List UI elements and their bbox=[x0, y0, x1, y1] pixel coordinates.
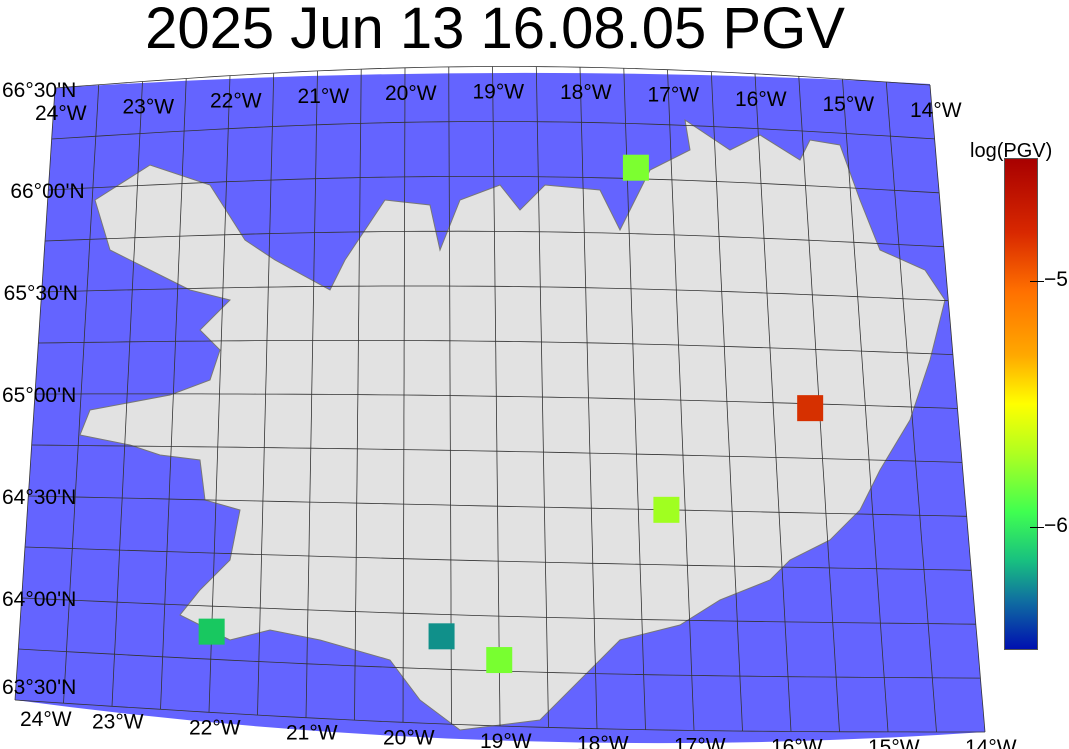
colorbar-tick bbox=[1030, 527, 1044, 528]
lat-label: 63°30'N bbox=[2, 676, 76, 699]
parallel-line bbox=[31, 444, 963, 463]
lon-label-top: 24°W bbox=[35, 102, 87, 125]
map-title: 2025 Jun 13 16.08.05 PGV bbox=[145, 0, 845, 61]
lon-label-top: 22°W bbox=[210, 90, 262, 113]
lon-label-top: 15°W bbox=[823, 93, 875, 116]
parallel-line bbox=[21, 597, 976, 625]
parallel-line bbox=[14, 699, 985, 733]
parallel-line bbox=[28, 495, 967, 517]
graticule-labels: 24°W 23°W 22°W 21°W 20°W 19°W 18°W 17°W 16°W 15°W… bbox=[2, 79, 1017, 749]
lon-label-bottom: 19°W bbox=[480, 730, 532, 749]
iceland-land bbox=[79, 118, 946, 731]
station-marker bbox=[797, 395, 824, 422]
lat-label: 65°00'N bbox=[2, 384, 76, 407]
station-marker bbox=[428, 623, 455, 650]
stations bbox=[198, 154, 824, 674]
lon-label-top: 20°W bbox=[385, 82, 437, 105]
lon-label-bottom: 16°W bbox=[771, 735, 823, 749]
station-marker bbox=[622, 154, 649, 181]
lon-label-bottom: 17°W bbox=[674, 734, 726, 749]
colorbar-tick-label: −6 bbox=[1044, 514, 1068, 537]
station-marker bbox=[486, 647, 513, 674]
lon-label-top: 14°W bbox=[910, 99, 962, 122]
graticule bbox=[14, 66, 986, 733]
parallel-line bbox=[38, 340, 953, 355]
lon-label-top: 18°W bbox=[560, 81, 612, 104]
parallel-line bbox=[54, 66, 931, 89]
lat-label: 66°30'N bbox=[2, 79, 76, 102]
lon-label-bottom: 21°W bbox=[286, 722, 338, 745]
colorbar-tick-label: −5 bbox=[1044, 268, 1068, 291]
colorbar bbox=[1004, 158, 1038, 650]
lon-label-bottom: 18°W bbox=[577, 733, 629, 749]
lon-label-top: 21°W bbox=[298, 85, 350, 108]
lon-label-bottom: 15°W bbox=[868, 736, 920, 749]
station-marker bbox=[198, 618, 225, 645]
parallel-line bbox=[44, 230, 944, 248]
lat-label: 64°30'N bbox=[2, 486, 76, 509]
parallel-line bbox=[51, 121, 935, 140]
lon-label-bottom: 14°W bbox=[965, 736, 1017, 749]
lat-label: 64°00'N bbox=[2, 588, 76, 611]
parallel-line bbox=[24, 546, 972, 571]
lon-label-bottom: 20°W bbox=[383, 726, 435, 749]
lon-label-bottom: 22°W bbox=[189, 716, 241, 739]
lon-label-top: 23°W bbox=[123, 96, 175, 119]
parallel-line bbox=[41, 285, 949, 302]
lat-label: 65°30'N bbox=[4, 282, 78, 305]
station-marker bbox=[653, 496, 680, 523]
colorbar-title: log(PGV) bbox=[970, 140, 1053, 162]
lon-label-top: 16°W bbox=[735, 88, 787, 111]
lon-label-bottom: 23°W bbox=[92, 710, 144, 733]
colorbar-tick bbox=[1030, 281, 1044, 282]
lon-label-bottom: 24°W bbox=[20, 708, 72, 731]
lat-label: 66°00'N bbox=[10, 180, 84, 203]
lon-label-top: 19°W bbox=[473, 81, 525, 104]
parallel-line bbox=[48, 176, 940, 194]
lon-label-top: 17°W bbox=[648, 84, 700, 107]
